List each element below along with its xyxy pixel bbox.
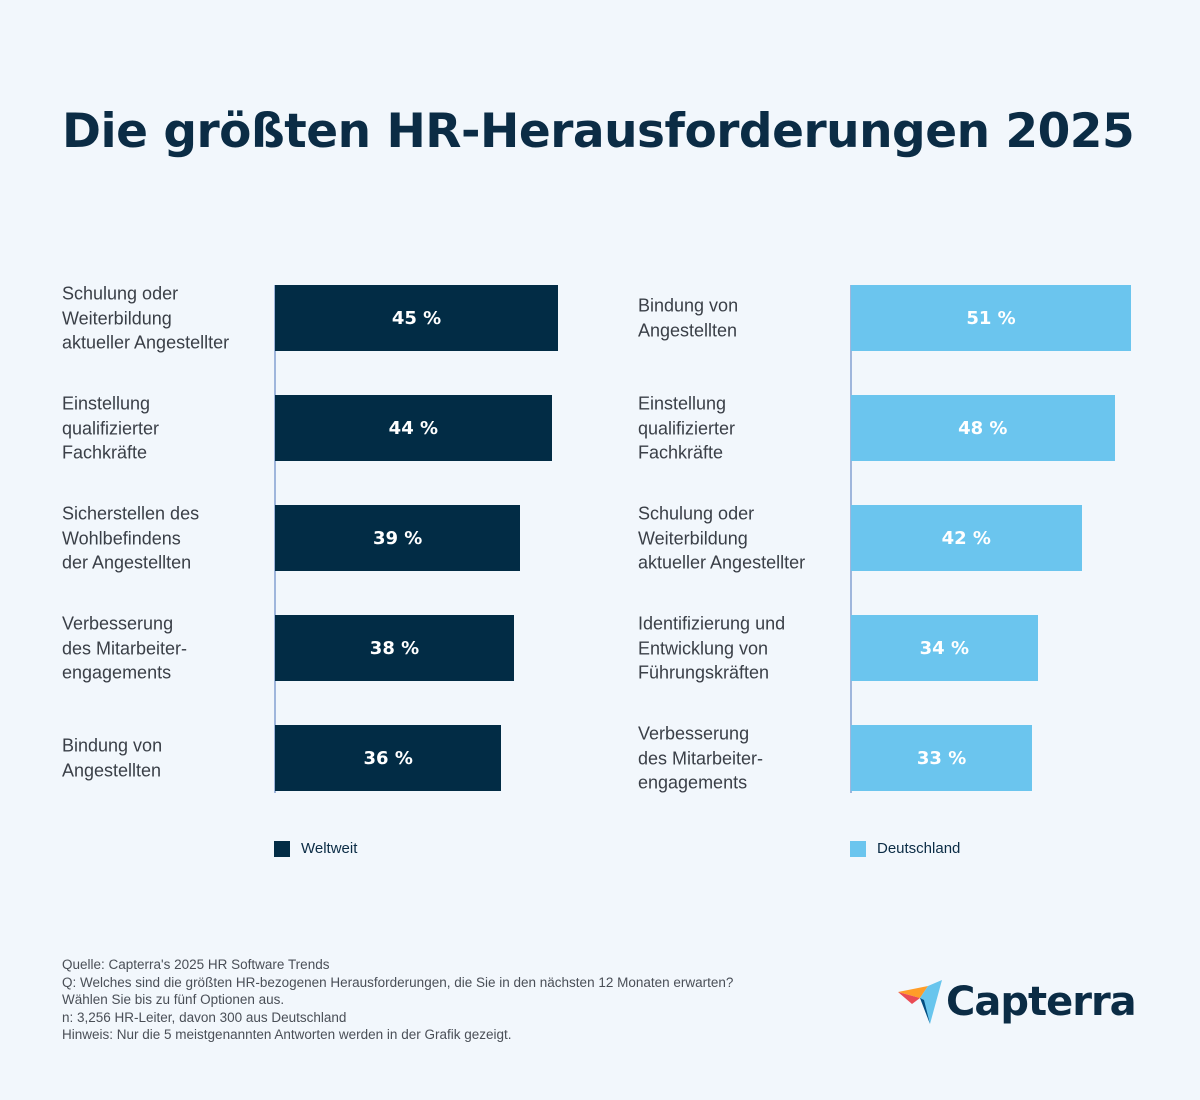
category-label-line: aktueller Angestellter <box>62 332 230 353</box>
category-label-line: der Angestellten <box>62 552 192 573</box>
bar: 33 % <box>851 725 1033 791</box>
category-label-line: qualifizierter <box>638 417 736 438</box>
category-label-line: Weiterbildung <box>62 307 172 328</box>
bar: 38 % <box>275 615 514 681</box>
category-label-line: engagements <box>62 662 172 683</box>
bar-value-label: 39 % <box>372 527 423 549</box>
bar-value-label: 36 % <box>363 747 413 769</box>
bar-value-label: 44 % <box>388 417 439 439</box>
legend-deutschland: Deutschland <box>850 840 960 857</box>
category-label-line: Führungskräften <box>638 662 770 683</box>
category-label-line: Angestellten <box>62 760 162 780</box>
bar: 44 % <box>275 395 552 461</box>
category-label: Bindung von Angestellten <box>638 294 738 343</box>
category-label-line: qualifizierter <box>62 417 160 438</box>
category-label: Bindung von Angestellten <box>62 734 162 783</box>
bar: 48 % <box>851 395 1115 461</box>
category-label-line: engagements <box>638 772 748 793</box>
footnotes: Quelle: Capterra's 2025 HR Software Tren… <box>62 956 733 1044</box>
legend-swatch <box>850 840 866 857</box>
category-label-line: Bindung von <box>638 295 739 316</box>
category-label-line: Verbesserung <box>62 613 174 634</box>
capterra-logo: Capterra <box>898 978 1137 1026</box>
legend-label: Weltweit <box>301 840 358 857</box>
bar-value-label: 33 % <box>916 747 967 769</box>
category-label: Verbesserung des Mitarbeiter-engagements <box>638 721 763 795</box>
bar: 36 % <box>275 725 502 791</box>
bar-value-label: 48 % <box>958 417 1008 439</box>
bar-value-label: 34 % <box>919 637 969 659</box>
category-label-line: Angestellten <box>638 320 738 340</box>
category-label: Sicherstellen des Wohlbefindens der Angest… <box>62 501 199 575</box>
category-label-line: Schulung oder <box>62 283 179 304</box>
legend-label: Deutschland <box>877 840 961 857</box>
bar-value-label: 38 % <box>369 637 420 659</box>
category-label-line: Bindung von <box>62 735 163 756</box>
category-label-line: Entwicklung von <box>638 637 769 658</box>
category-label-line: Sicherstellen des <box>62 503 200 524</box>
note-hint: Hinweis: Nur die 5 meistgenannten Antwor… <box>62 1027 512 1042</box>
category-label-line: des Mitarbeiter- <box>638 747 764 768</box>
chart-weltweit: Schulung oder Weiterbildung aktueller Ange… <box>0 283 600 795</box>
note-sample: n: 3,256 HR-Leiter, davon 300 aus Deutsc… <box>62 1009 347 1025</box>
bar: 34 % <box>851 615 1038 681</box>
category-label-line: Wohlbefindens <box>62 527 181 548</box>
category-label-line: Einstellung <box>62 393 151 414</box>
page-title: Die größten HR-Herausforderungen 2025 <box>62 104 1135 159</box>
category-label: Identifizierung und Entwicklung von Führun… <box>638 611 785 685</box>
category-label: Einstellung qualifizierter Fachkräfte <box>62 391 159 465</box>
category-label-line: Fachkräfte <box>62 442 148 463</box>
category-label-line: Einstellung <box>638 393 727 414</box>
category-label-line: Identifizierung und <box>638 613 786 634</box>
bar: 39 % <box>275 505 521 571</box>
bar: 45 % <box>275 285 558 351</box>
category-label: Schulung oder Weiterbildung aktueller Ange… <box>638 501 805 575</box>
note-question-cont: Wählen Sie bis zu fünf Optionen aus. <box>62 992 285 1007</box>
bar: 51 % <box>851 285 1131 351</box>
note-question: Q: Welches sind die größten HR-bezogenen… <box>62 974 734 990</box>
category-label-line: Weiterbildung <box>638 527 748 548</box>
bar-value-label: 42 % <box>941 527 991 549</box>
category-label-line: des Mitarbeiter- <box>62 637 188 658</box>
bar: 42 % <box>851 505 1082 571</box>
legend-swatch <box>274 840 290 857</box>
bar-value-label: 51 % <box>966 307 1016 329</box>
capterra-logo-icon <box>898 980 942 1024</box>
category-label: Verbesserung des Mitarbeiter-engagements <box>62 611 187 685</box>
category-label: Schulung oder Weiterbildung aktueller Ange… <box>62 281 229 355</box>
note-source: Quelle: Capterra's 2025 HR Software Tren… <box>62 957 330 972</box>
category-label: Einstellung qualifizierter Fachkräfte <box>638 391 735 465</box>
category-label-line: Verbesserung <box>638 723 750 744</box>
bar-value-label: 45 % <box>391 307 442 329</box>
category-label-line: Schulung oder <box>638 503 755 524</box>
capterra-wordmark: Capterra <box>946 979 1137 1025</box>
chart-deutschland: Bindung von Angestellten 51 % Einstellung qu… <box>576 285 1176 795</box>
category-label-line: Fachkräfte <box>638 442 724 463</box>
category-label-line: aktueller Angestellter <box>638 552 806 573</box>
legend-weltweit: Weltweit <box>274 840 357 857</box>
